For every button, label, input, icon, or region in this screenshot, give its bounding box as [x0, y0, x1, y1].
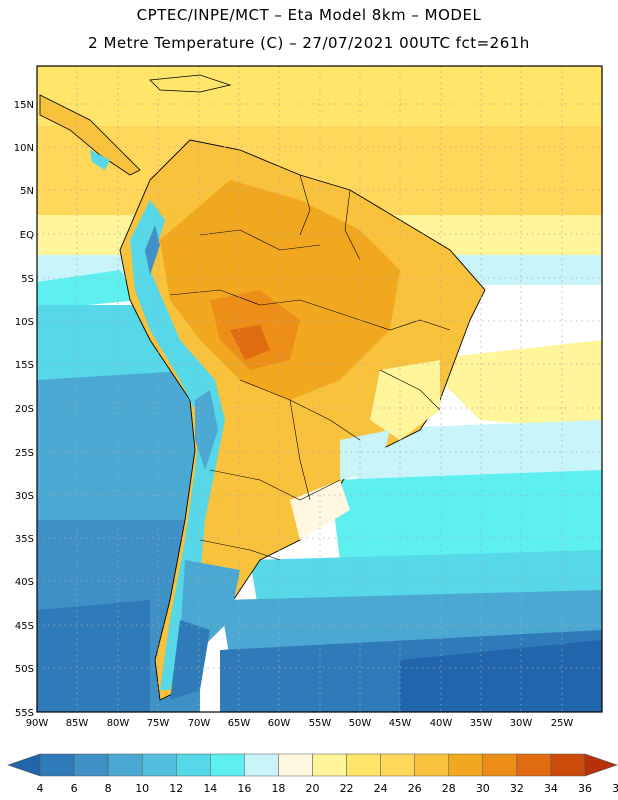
- lat-label: 15N: [14, 100, 34, 111]
- lon-label: 90W: [26, 718, 49, 729]
- colorbar-tick-label: 18: [271, 782, 285, 795]
- colorbar-arrow-low: [7, 753, 41, 777]
- colorbar-tick-label: 28: [442, 782, 456, 795]
- colorbar-tick-label: 26: [408, 782, 422, 795]
- colorbar-swatch: [141, 753, 177, 777]
- lon-label: 25W: [551, 718, 574, 729]
- lat-label: 20S: [15, 404, 34, 415]
- map-field: [37, 66, 602, 712]
- colorbar-tick-label: 32: [510, 782, 524, 795]
- colorbar-tick-label: 4: [37, 782, 44, 795]
- lat-label: 15S: [15, 360, 34, 371]
- title-line-1: CPTEC/INPE/MCT – Eta Model 8km – MODEL: [136, 6, 482, 24]
- lon-label: 60W: [268, 718, 291, 729]
- colorbar-swatch: [278, 753, 313, 777]
- colorbar-swatch: [210, 753, 245, 777]
- colorbar-swatch: [550, 753, 586, 777]
- lon-label: 45W: [389, 718, 412, 729]
- colorbar-swatch: [73, 753, 109, 777]
- colorbar-tick-label: 34: [544, 782, 558, 795]
- lat-label: 40S: [15, 577, 34, 588]
- colorbar-tick-label: 22: [340, 782, 354, 795]
- lat-label: 55S: [15, 708, 34, 719]
- lat-label: 50S: [15, 664, 34, 675]
- lat-label: 10S: [15, 317, 34, 328]
- colorbar-tick-label: 30: [476, 782, 490, 795]
- lon-label: 85W: [66, 718, 89, 729]
- colorbar-swatch: [39, 753, 75, 777]
- colorbar-tick-label: 8: [105, 782, 112, 795]
- colorbar-swatch: [380, 753, 415, 777]
- latitude-labels: 15N 10N 5N EQ 5S 10S 15S 20S 25S 30S 35S…: [14, 100, 34, 719]
- colorbar-tick-label: 24: [374, 782, 388, 795]
- colorbar-tick-label: 6: [71, 782, 78, 795]
- lat-label: 30S: [15, 491, 34, 502]
- lon-label: 70W: [188, 718, 211, 729]
- colorbar: 4 6 8 10 12 14 16 18 20 22 24 26 28 30 32 34 36 38: [7, 753, 618, 795]
- lon-label: 35W: [470, 718, 493, 729]
- lon-label: 75W: [147, 718, 170, 729]
- lat-label: 25S: [15, 448, 34, 459]
- colorbar-swatch: [244, 753, 279, 777]
- colorbar-swatch: [107, 753, 143, 777]
- colorbar-swatch: [448, 753, 484, 777]
- title-line-2: 2 Metre Temperature (C) – 27/07/2021 00U…: [88, 34, 530, 52]
- lat-label: 5S: [21, 274, 34, 285]
- colorbar-tick-label: 14: [203, 782, 217, 795]
- colorbar-swatch: [414, 753, 449, 777]
- graticule: [37, 66, 602, 712]
- lat-label: 5N: [20, 186, 34, 197]
- colorbar-tick-label: 20: [306, 782, 320, 795]
- lon-label: 55W: [309, 718, 332, 729]
- lon-label: 50W: [349, 718, 372, 729]
- lat-label: EQ: [20, 230, 34, 241]
- lon-label: 40W: [430, 718, 453, 729]
- lat-label: 45S: [15, 621, 34, 632]
- colorbar-tick-label: 16: [237, 782, 251, 795]
- lon-label: 30W: [510, 718, 533, 729]
- colorbar-tick-label: 10: [135, 782, 149, 795]
- colorbar-tick-label: 36: [578, 782, 592, 795]
- colorbar-swatch: [516, 753, 552, 777]
- map-frame: [36, 65, 603, 713]
- lat-label: 35S: [15, 534, 34, 545]
- lon-label: 80W: [107, 718, 130, 729]
- colorbar-arrow-high: [584, 753, 618, 777]
- lat-label: 10N: [14, 143, 34, 154]
- longitude-labels: 90W 85W 80W 75W 70W 65W 60W 55W 50W 45W …: [26, 718, 574, 729]
- colorbar-tick-label: 38: [612, 782, 618, 795]
- colorbar-swatch: [346, 753, 381, 777]
- colorbar-tick-label: 12: [169, 782, 183, 795]
- colorbar-swatch: [312, 753, 347, 777]
- colorbar-swatch: [176, 753, 211, 777]
- colorbar-swatch: [482, 753, 518, 777]
- lon-label: 65W: [228, 718, 251, 729]
